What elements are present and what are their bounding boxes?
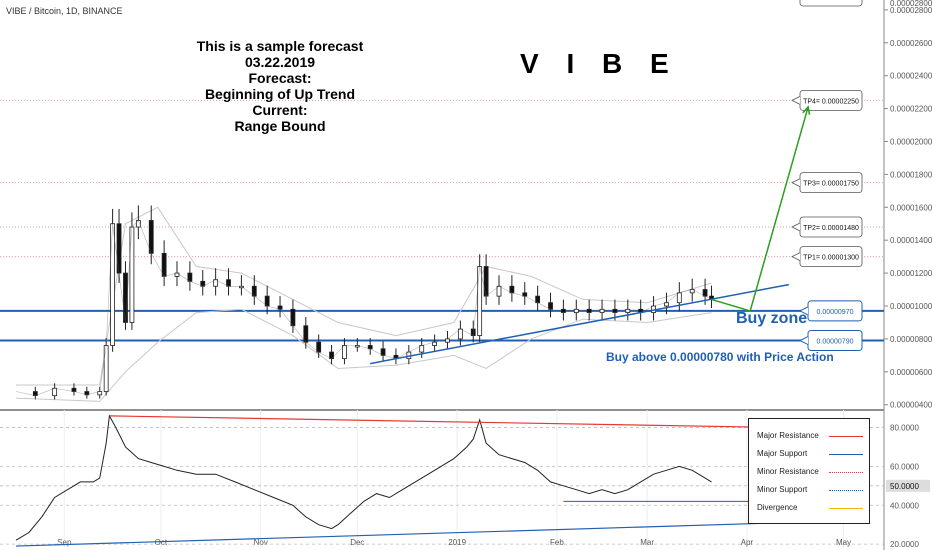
price-tick-label: 0.00000400: [890, 401, 932, 410]
buy-above-label: Buy above 0.00000780 with Price Action: [606, 350, 834, 364]
oscillator-line: [15, 414, 712, 541]
target-level-pointer: [791, 95, 801, 105]
target-level-label: TP3= 0.00001750: [803, 181, 859, 188]
price-tick-label: 0.00002600: [890, 39, 932, 48]
forecast-note-line: Beginning of Up Trend: [204, 86, 356, 102]
support-trendline: [370, 283, 789, 365]
candle-body: [483, 266, 489, 297]
oscillator-current-value: 50.0000: [890, 482, 919, 491]
candle-body: [316, 341, 322, 353]
price-tick-label: 0.00002200: [890, 105, 932, 114]
price-tick-label: 0.00001600: [890, 203, 932, 212]
forecast-note-line: Range Bound: [234, 118, 326, 134]
forecast-arrow-line: [711, 106, 809, 312]
legend-item: Major Resistance: [757, 431, 865, 443]
legend-item: Minor Resistance: [757, 467, 865, 479]
forecast-note-line: Current:: [252, 102, 308, 118]
oscillator-legend: Major Resistance Major Support Minor Res…: [748, 418, 870, 524]
candle-body: [457, 328, 463, 340]
bollinger-upper-line: [16, 206, 712, 386]
legend-label: Divergence: [757, 503, 798, 512]
candle-body: [161, 252, 167, 277]
legend-label: Major Resistance: [757, 431, 819, 440]
target-level-label: TP1= 0.00001300: [803, 255, 859, 262]
time-tick-label: 2019: [448, 538, 466, 547]
legend-label: Minor Support: [757, 485, 808, 494]
target-level-label: TP2= 0.00001480: [803, 225, 859, 232]
candle-body: [148, 220, 154, 254]
price-trace-line: [15, 219, 712, 397]
candle-body: [342, 345, 347, 360]
candle-body: [290, 308, 296, 327]
price-tick-label: 0.00002800: [890, 6, 932, 15]
forecast-note-line: 03.22.2019: [244, 54, 316, 70]
target-level-pointer: [791, 252, 801, 262]
candle-body: [303, 325, 309, 343]
buy-zone-pointer: [798, 336, 809, 345]
bollinger-lower-line: [15, 308, 712, 402]
oscillator-tick-label: 40.0000: [890, 501, 919, 510]
time-tick-label: Mar: [640, 538, 654, 547]
time-tick-label: Nov: [254, 538, 268, 547]
price-tick-label: 0.00002400: [890, 72, 932, 81]
legend-item: Minor Support: [757, 485, 865, 497]
symbol-label: V I B E: [520, 48, 679, 79]
candle-body: [103, 345, 109, 392]
price-tick-label: 0.00000600: [890, 368, 932, 377]
legend-label: Minor Resistance: [757, 467, 819, 476]
buy-zone-value: 0.00000790: [817, 339, 854, 346]
target-level-pointer: [791, 178, 801, 187]
time-tick-label: Sep: [57, 538, 72, 547]
candle-body: [477, 266, 483, 337]
chart-header: VIBE / Bitcoin, 1D, BINANCE: [6, 6, 123, 16]
price-tick-label: 0.00001400: [890, 236, 932, 245]
major-support-line: [15, 522, 783, 547]
top-level-box: [799, 0, 863, 7]
buy-zone-value: 0.00000970: [817, 309, 854, 316]
oscillator-current-badge: [886, 479, 930, 492]
time-tick-label: Apr: [741, 538, 754, 547]
time-tick-label: Feb: [550, 538, 564, 547]
buy-zone-label: Buy zone: [736, 310, 808, 327]
legend-item: Major Support: [757, 449, 865, 461]
forecast-note: This is a sample forecast 03.22.2019 For…: [180, 38, 380, 134]
target-level-pointer: [791, 222, 801, 232]
legend-item: Divergence: [757, 503, 865, 515]
price-tick-label: 0.00002000: [890, 137, 932, 146]
target-level-label: TP4= 0.00002250: [803, 98, 859, 105]
major-resistance-line: [109, 415, 783, 429]
price-tick-label: 0.00001200: [890, 269, 932, 278]
candle-body: [116, 223, 122, 274]
candle-body: [52, 387, 58, 397]
time-tick-label: Dec: [350, 538, 364, 547]
buy-zone-pointer: [798, 306, 809, 316]
oscillator-tick-label: 60.0000: [890, 462, 919, 471]
legend-label: Major Support: [757, 449, 808, 458]
price-tick-label: 0.00002800: [890, 0, 932, 8]
forecast-note-line: This is a sample forecast: [196, 38, 364, 54]
candle-body: [129, 226, 135, 323]
oscillator-tick-label: 20.0000: [890, 540, 919, 549]
time-tick-label: May: [836, 538, 851, 547]
price-tick-label: 0.00001000: [890, 302, 932, 311]
forecast-arrow-head: [802, 105, 811, 115]
time-tick-label: Oct: [155, 538, 168, 547]
forecast-note-line: Forecast:: [248, 70, 312, 86]
candle-body: [676, 292, 682, 304]
price-tick-label: 0.00000800: [890, 335, 932, 344]
oscillator-tick-label: 80.0000: [890, 424, 919, 433]
price-tick-label: 0.00001800: [890, 170, 932, 179]
candle-body: [110, 223, 115, 346]
